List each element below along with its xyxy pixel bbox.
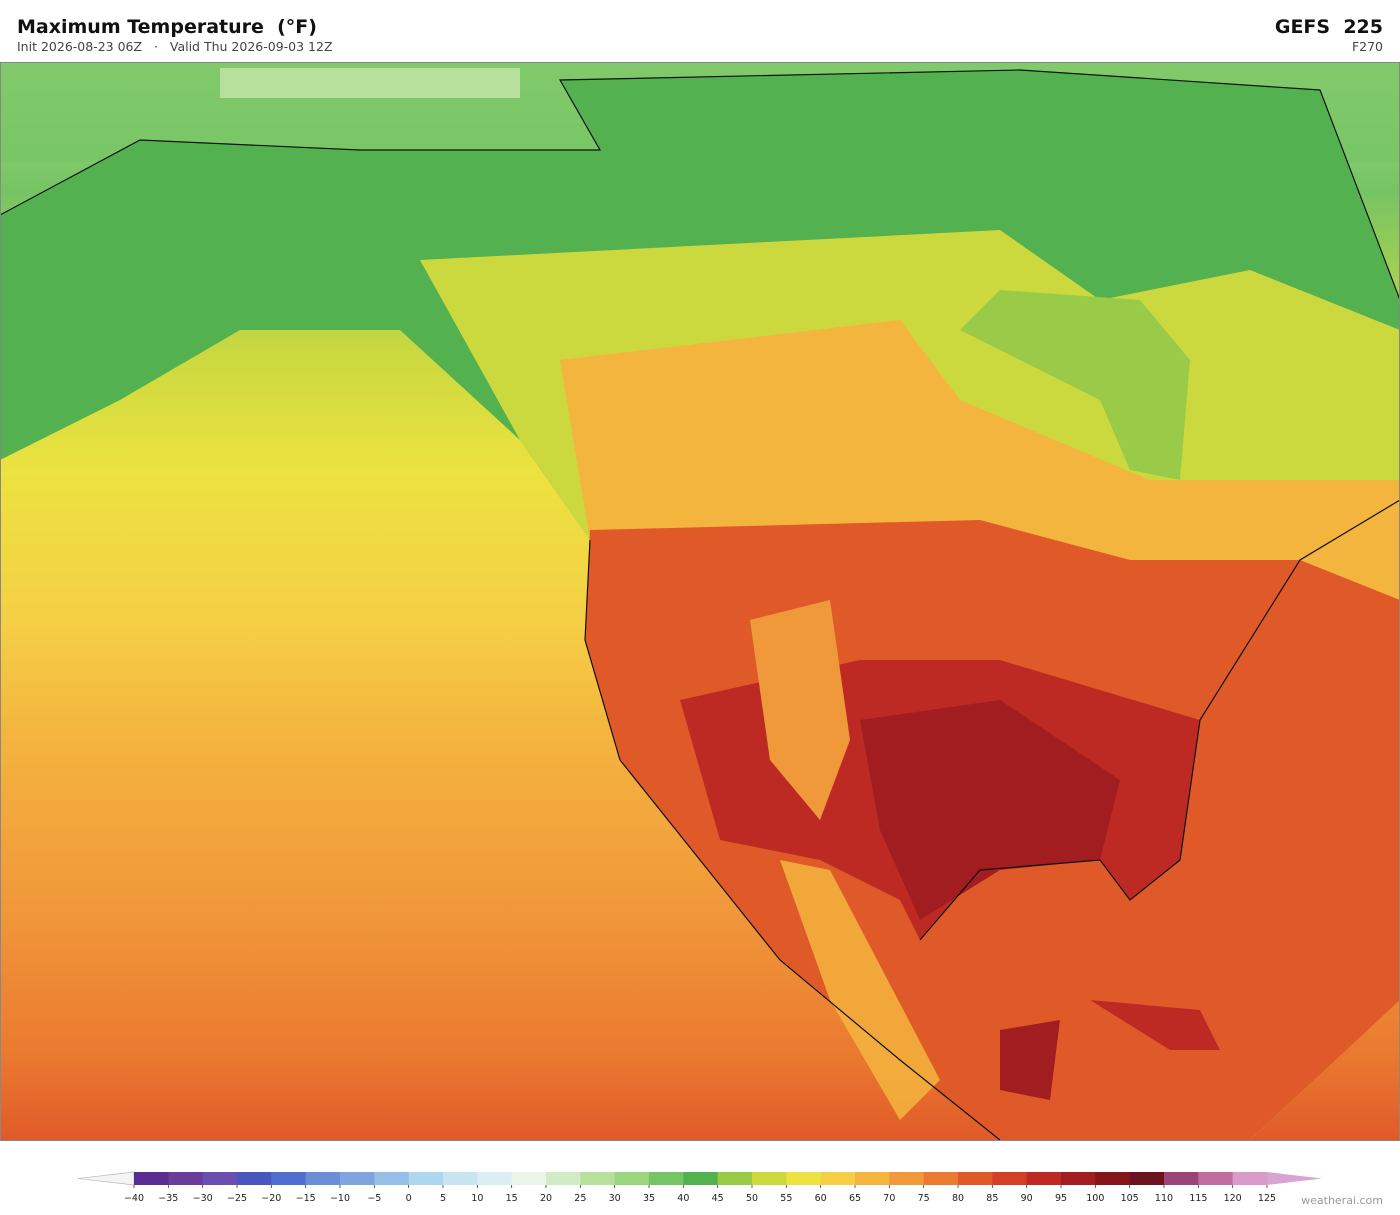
- colorbar-bin: [1164, 1172, 1199, 1185]
- colorbar-tick-label: 35: [643, 1193, 655, 1204]
- colorbar-tick-label: −25: [227, 1193, 247, 1204]
- colorbar-bin: [134, 1172, 169, 1185]
- colorbar-bin: [1061, 1172, 1096, 1185]
- colorbar-bin: [786, 1172, 822, 1185]
- colorbar-bin: [271, 1172, 307, 1185]
- colorbar-tick-label: 5: [440, 1193, 446, 1204]
- colorbar: −40 −35 −30 −25 −20 −15 −10 −5 0 5 10 15 20 25 30 35 40 4…: [77, 1171, 1322, 1204]
- colorbar-bin: [580, 1172, 616, 1185]
- colorbar-tick-label: 80: [952, 1193, 964, 1204]
- watermark: weatherai.com: [1301, 1194, 1383, 1207]
- colorbar-bin: [855, 1172, 890, 1185]
- colorbar-bin: [1095, 1172, 1131, 1185]
- colorbar-tick-label: 120: [1224, 1193, 1242, 1204]
- colorbar-tick-label: 105: [1121, 1193, 1139, 1204]
- colorbar-tick-label: 25: [574, 1193, 586, 1204]
- colorbar-under: [77, 1171, 135, 1186]
- colorbar-bin: [717, 1172, 753, 1185]
- forecast-hour: F270: [1351, 39, 1383, 54]
- map: [0, 62, 1400, 1141]
- colorbar-tick-label: −40: [124, 1193, 144, 1204]
- colorbar-bin: [511, 1172, 547, 1185]
- colorbar-tick-label: −20: [261, 1193, 281, 1204]
- separator: ·: [153, 39, 158, 54]
- colorbar-tick-label: 10: [471, 1193, 483, 1204]
- colorbar-tick-label: −10: [330, 1193, 350, 1204]
- colorbar-bin: [614, 1172, 650, 1185]
- colorbar-bin: [305, 1172, 341, 1185]
- colorbar-bin: [1232, 1172, 1268, 1185]
- colorbar-tick-label: −15: [296, 1193, 316, 1204]
- colorbar-tick-label: 0: [406, 1193, 412, 1204]
- init-time: Init 2026-08-23 06Z: [17, 39, 143, 54]
- colorbar-bin: [1198, 1172, 1234, 1185]
- colorbar-over: [1267, 1172, 1322, 1185]
- colorbar-bin: [546, 1172, 581, 1185]
- model: GEFS 225: [1274, 16, 1383, 38]
- colorbar-tick-label: −5: [367, 1193, 381, 1204]
- colorbar-tick-label: 20: [540, 1193, 552, 1204]
- colorbar-tick-label: 60: [815, 1193, 827, 1204]
- colorbar-tick-label: −35: [158, 1193, 178, 1204]
- colorbar-tick-label: 40: [677, 1193, 689, 1204]
- colorbar-tick-label: 125: [1258, 1193, 1276, 1204]
- colorbar-tick-label: 50: [746, 1193, 758, 1204]
- colorbar-tick-label: 85: [986, 1193, 998, 1204]
- colorbar-tick-label: 65: [849, 1193, 861, 1204]
- colorbar-tick-label: 45: [712, 1193, 724, 1204]
- colorbar-tick-label: 15: [506, 1193, 518, 1204]
- colorbar-tick-label: 115: [1189, 1193, 1207, 1204]
- colorbar-bin: [683, 1172, 719, 1185]
- title: Maximum Temperature (°F): [17, 16, 317, 38]
- colorbar-bin: [443, 1172, 478, 1185]
- colorbar-tick-label: 30: [609, 1193, 621, 1204]
- colorbar-bin: [374, 1172, 410, 1185]
- colorbar-bin: [477, 1172, 513, 1185]
- colorbar-bin: [752, 1172, 787, 1185]
- valid-time: Valid Thu 2026-09-03 12Z: [169, 39, 333, 54]
- colorbar-bin: [202, 1172, 238, 1185]
- colorbar-tick-label: 55: [780, 1193, 792, 1204]
- colorbar-tick-label: −30: [193, 1193, 213, 1204]
- colorbar-tick-label: 110: [1155, 1193, 1173, 1204]
- subtitle: Init 2026-08-23 06Z · Valid Thu 2026-09-…: [17, 39, 333, 54]
- colorbar-tick-label: 90: [1021, 1193, 1033, 1204]
- colorbar-tick-label: 75: [918, 1193, 930, 1204]
- colorbar-bin: [958, 1172, 993, 1185]
- colorbar-bin: [889, 1172, 925, 1185]
- colorbar-bin: [923, 1172, 959, 1185]
- colorbar-bin: [340, 1172, 375, 1185]
- colorbar-bin: [408, 1172, 444, 1185]
- colorbar-tick-label: 95: [1055, 1193, 1067, 1204]
- colorbar-bin: [168, 1172, 204, 1185]
- colorbar-tick-label: 70: [883, 1193, 895, 1204]
- colorbar-bin: [1129, 1172, 1165, 1185]
- colorbar-bin: [649, 1172, 684, 1185]
- colorbar-tick-label: 100: [1086, 1193, 1104, 1204]
- colorbar-bin: [820, 1172, 856, 1185]
- colorbar-bin: [992, 1172, 1028, 1185]
- colorbar-bin: [237, 1172, 272, 1185]
- colorbar-bin: [1026, 1172, 1062, 1185]
